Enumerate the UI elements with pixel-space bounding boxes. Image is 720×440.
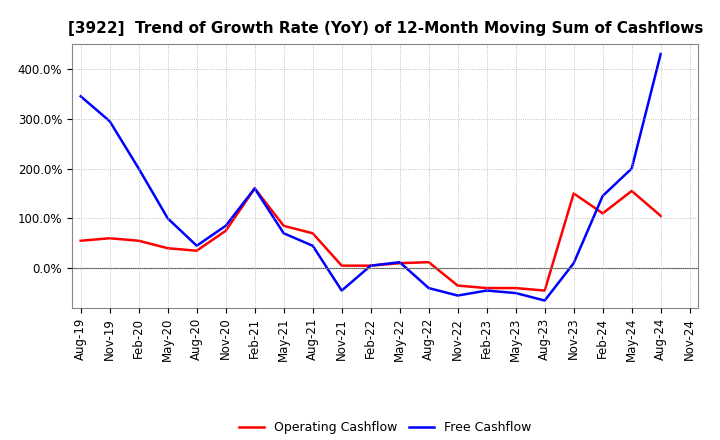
Free Cashflow <box>598 193 607 198</box>
Free Cashflow <box>657 51 665 57</box>
Operating Cashflow <box>338 263 346 268</box>
Free Cashflow <box>105 118 114 124</box>
Free Cashflow <box>541 298 549 303</box>
Free Cashflow <box>251 186 259 191</box>
Operating Cashflow <box>163 246 172 251</box>
Operating Cashflow <box>570 191 578 196</box>
Title: [3922]  Trend of Growth Rate (YoY) of 12-Month Moving Sum of Cashflows: [3922] Trend of Growth Rate (YoY) of 12-… <box>68 21 703 36</box>
Line: Operating Cashflow: Operating Cashflow <box>81 188 661 290</box>
Free Cashflow <box>338 288 346 293</box>
Operating Cashflow <box>395 260 404 266</box>
Operating Cashflow <box>657 213 665 219</box>
Operating Cashflow <box>192 248 201 253</box>
Operating Cashflow <box>541 288 549 293</box>
Operating Cashflow <box>76 238 85 243</box>
Legend: Operating Cashflow, Free Cashflow: Operating Cashflow, Free Cashflow <box>233 416 537 439</box>
Free Cashflow <box>366 263 375 268</box>
Free Cashflow <box>424 286 433 291</box>
Free Cashflow <box>163 216 172 221</box>
Operating Cashflow <box>454 283 462 288</box>
Operating Cashflow <box>511 286 520 291</box>
Operating Cashflow <box>424 260 433 265</box>
Operating Cashflow <box>221 228 230 234</box>
Free Cashflow <box>627 166 636 171</box>
Free Cashflow <box>279 231 288 236</box>
Line: Free Cashflow: Free Cashflow <box>81 54 661 301</box>
Free Cashflow <box>395 260 404 265</box>
Free Cashflow <box>570 260 578 266</box>
Free Cashflow <box>192 243 201 248</box>
Free Cashflow <box>511 290 520 296</box>
Operating Cashflow <box>135 238 143 243</box>
Free Cashflow <box>308 243 317 248</box>
Free Cashflow <box>482 288 491 293</box>
Operating Cashflow <box>627 188 636 194</box>
Operating Cashflow <box>251 186 259 191</box>
Operating Cashflow <box>366 263 375 268</box>
Operating Cashflow <box>308 231 317 236</box>
Operating Cashflow <box>279 223 288 228</box>
Free Cashflow <box>76 94 85 99</box>
Free Cashflow <box>135 166 143 171</box>
Free Cashflow <box>454 293 462 298</box>
Operating Cashflow <box>105 236 114 241</box>
Operating Cashflow <box>598 211 607 216</box>
Operating Cashflow <box>482 286 491 291</box>
Free Cashflow <box>221 223 230 228</box>
